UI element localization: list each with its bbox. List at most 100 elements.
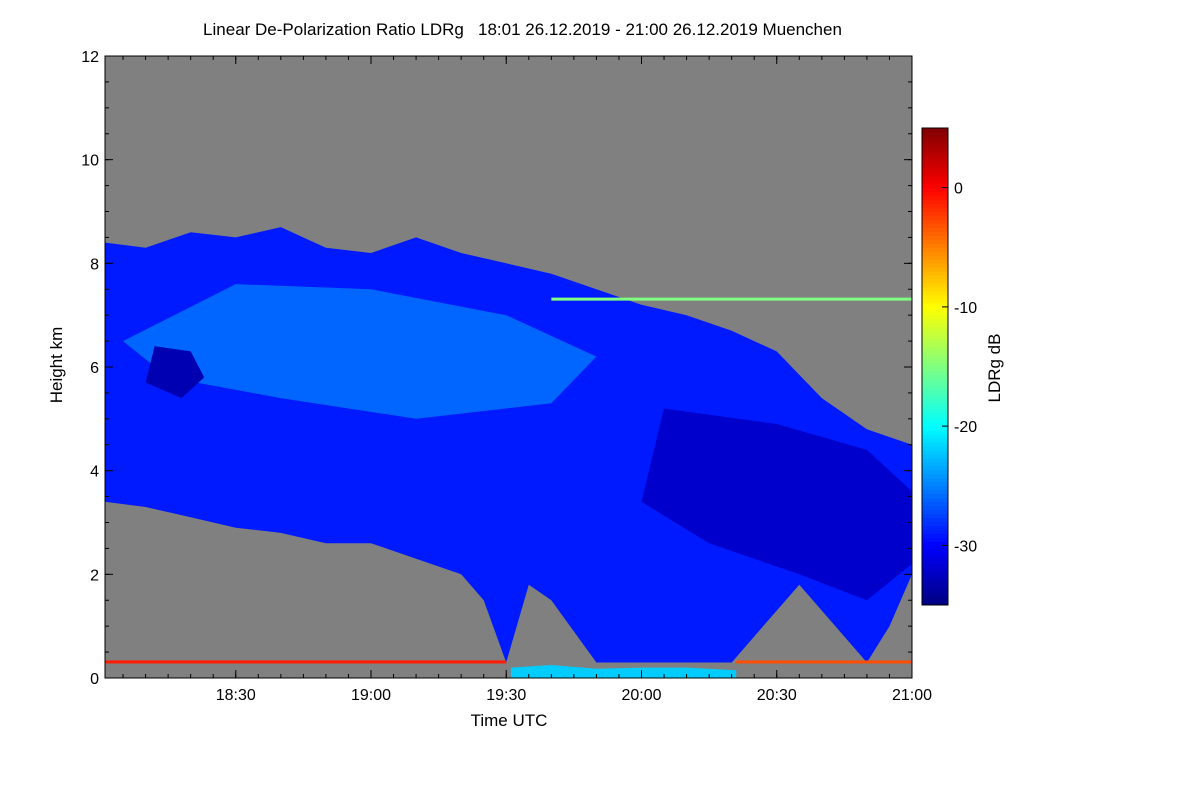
cloud-dark-lower [641,408,912,601]
colorbar-swatch [922,306,948,312]
colorbar-swatch [922,556,948,562]
heatmap-cells [105,227,912,678]
colorbar-swatch [922,433,948,439]
chart-title: Linear De-Polarization Ratio LDRg 18:01 … [203,20,842,39]
colorbar-swatch [922,318,948,324]
cloud-light-core [123,284,597,419]
x-tick-label: 20:00 [621,687,661,704]
colorbar-swatch [922,509,948,515]
colorbar-swatch [922,199,948,205]
colorbar-tick-label: -20 [954,419,977,436]
colorbar-swatch [922,163,948,169]
colorbar-swatch [922,560,948,566]
colorbar-swatch [922,449,948,455]
y-tick-label: 2 [90,567,99,584]
colorbar-swatch [922,576,948,582]
colorbar-swatch [922,155,948,161]
colorbar-swatch [922,385,948,391]
colorbar-swatch [922,218,948,224]
colorbar-swatch [922,461,948,467]
colorbar-swatch [922,588,948,594]
colorbar-swatch [922,381,948,387]
colorbar-swatch [922,521,948,526]
colorbar-swatch [922,544,948,550]
colorbar-swatch [922,453,948,459]
colorbar-tick-label: -10 [954,300,977,317]
colorbar-swatch [922,203,948,208]
colorbar-swatch [922,139,948,145]
y-tick-label: 10 [81,153,99,170]
colorbar-swatch [922,409,948,415]
y-axis-label: Height km [47,327,66,404]
colorbar-swatch [922,159,948,165]
colorbar-swatch [922,226,948,232]
surface-layer [105,660,507,664]
y-tick-label: 12 [81,49,99,66]
colorbar-swatch [922,369,948,375]
colorbar-swatch [922,437,948,443]
colorbar-swatch [922,282,948,288]
colorbar-swatch [922,501,948,507]
x-tick-label: 19:00 [351,687,391,704]
colorbar-swatch [922,250,948,256]
colorbar-swatch [922,564,948,570]
colorbar-swatch [922,393,948,399]
colorbar-swatch [922,429,948,435]
near-surface-layer [510,665,737,678]
colorbar-swatch [922,505,948,511]
x-tick-label: 18:30 [216,687,256,704]
colorbar-swatch [922,302,948,308]
colorbar-swatch [922,413,948,419]
colorbar-swatch [922,234,948,240]
colorbar-swatch [922,342,948,348]
colorbar-swatch [922,485,948,491]
colorbar-swatch [922,580,948,586]
colorbar-swatch [922,540,948,546]
colorbar-swatch [922,191,948,197]
colorbar-tick-label: 0 [954,181,963,198]
colorbar-swatch [922,254,948,260]
colorbar-swatch [922,187,948,193]
colorbar-swatch [922,552,948,558]
colorbar-swatch [922,477,948,483]
colorbar-swatch [922,171,948,177]
colorbar-swatch [922,262,948,268]
x-axis: 18:30 19:00 19:30 20:00 20:30 21:00 [122,56,932,704]
colorbar-swatch [922,246,948,252]
colorbar-swatch [922,584,948,590]
colorbar-swatch [922,167,948,173]
y-tick-label: 0 [90,671,99,688]
x-axis-label: Time UTC [471,711,548,730]
colorbar-label: LDRg dB [985,334,1004,403]
colorbar-swatch [922,179,948,185]
cloud-dark-patch [145,346,205,399]
colorbar-swatch [922,143,948,149]
colorbar-swatch [922,596,948,602]
colorbar-swatch [922,497,948,503]
colorbar-swatch [922,377,948,383]
colorbar-swatch [922,445,948,451]
colorbar-swatch [922,405,948,411]
colorbar-swatch [922,222,948,228]
upper-streak [551,297,912,301]
colorbar-swatch [922,286,948,292]
x-tick-label: 20:30 [757,687,797,704]
colorbar-swatch [922,417,948,423]
colorbar-swatch [922,131,948,137]
colorbar-swatch [922,568,948,574]
colorbar-swatch [922,473,948,479]
colorbar: 0 -10 -20 -30 [921,127,977,606]
colorbar-swatch [922,258,948,264]
colorbar-swatch [922,572,948,578]
colorbar-swatch [922,290,948,296]
colorbar-swatch [922,358,948,364]
colorbar-swatch [922,373,948,379]
y-tick-label: 8 [90,256,99,273]
colorbar-swatch [922,425,948,431]
colorbar-swatch [922,195,948,201]
colorbar-swatch [922,366,948,371]
y-axis: 0 2 4 6 8 10 12 [81,49,912,688]
colorbar-swatch [922,147,948,153]
y-tick-label: 4 [90,464,99,481]
